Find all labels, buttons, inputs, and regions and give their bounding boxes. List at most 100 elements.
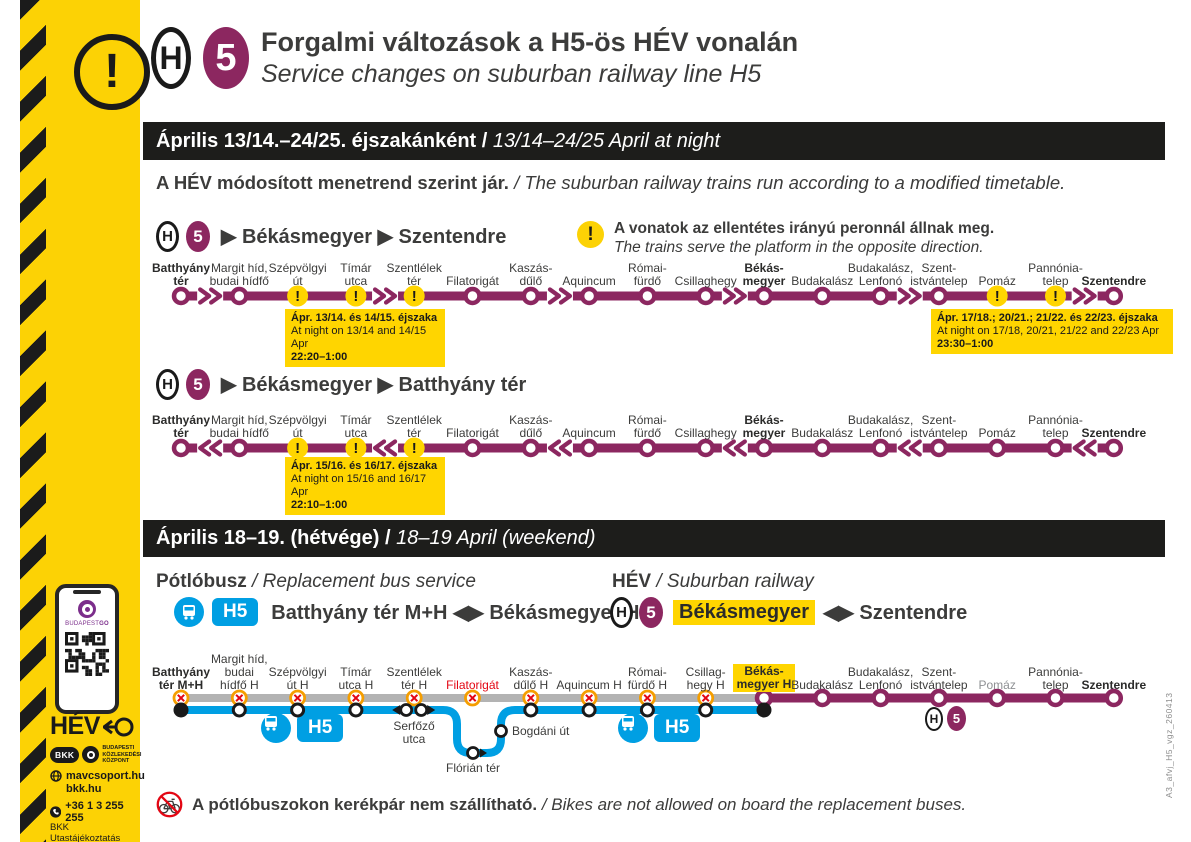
svg-text:!: ! [295,288,300,305]
bus-icon [261,713,291,743]
page-title: Forgalmi változások a H5-ös HÉV vonalán [261,27,799,57]
station-label: Pomáz [978,274,1016,288]
print-code: A3_afvj_H5_vgz_260413 [1164,692,1174,799]
bus-stop-dot [466,746,480,760]
weekend-diagram: H5 H5 H 5 Serfőző utca Flórián tér Bogdán… [143,636,1165,786]
date-bar-night: Április 13/14.–24/25. éjszakánként / 13/… [143,122,1165,160]
svg-text:!: ! [353,440,358,457]
date-bar-night-hu: Április 13/14.–24/25. éjszakánként / [156,129,493,152]
route-diagram-southbound: !!! Batthyány tér Margit híd, budai hídfő Szé… [143,404,1165,464]
station-label: Pannónia-telep [1028,413,1083,440]
bus-stop-dot [414,703,429,717]
station-label: Szentendre [1081,274,1147,288]
station-label: Batthyány tér [151,261,210,288]
hev-logo: HÉV [50,712,135,741]
station-label: Csillaghegy [674,274,737,288]
header: H 5 Forgalmi változások a H5-ös HÉV vona… [151,26,798,90]
direction-chevron [1072,439,1086,457]
hev-line-icon: H [151,27,191,89]
station-label: Pannónia-telep [1028,261,1083,288]
direction-chevron [1083,439,1097,457]
hev-line-icon: H [156,369,179,400]
svg-text:!: ! [353,288,358,305]
direction-chevron [908,439,922,457]
station-label: Kaszás-dűlő [509,261,553,288]
station-dot [754,286,774,306]
bkk-logo: BKK BUDAPESTI KÖZLEKEDÉSI KÖZPONT [50,745,141,765]
arrow-right [480,748,487,758]
direction-chevron [558,439,573,457]
phone-icon [50,806,62,818]
direction-chevron [372,439,387,457]
highlighted-terminus: Békásmegyer [673,600,816,625]
station-dot [1046,688,1065,708]
station-label: Margit híd, budai hídfő [209,413,269,440]
direction-chevron [733,287,747,305]
station-dot [871,286,890,306]
station-label: Margit híd, budai hídfő H [210,652,268,692]
direction-chevron [209,439,223,457]
alert-exclamation-icon: ! [74,34,150,110]
warning-station-dot [287,285,309,307]
svg-text:!: ! [295,440,300,457]
bus-badge-group-2: H5 [618,713,701,743]
replacement-bus-route: H5 Batthyány tér M+H ◀▶ Békásmegyer H [174,597,639,627]
date-bar-weekend: Április 18–19. (hétvége) / 18–19 April (… [143,520,1165,557]
station-dot [929,438,949,458]
station-label: Pomáz [978,678,1016,692]
stop-label-florian: Flórián tér [445,761,501,775]
bus-stop-dot [399,703,414,717]
bus-route-text: Batthyány tér M+H ◀▶ Békásmegyer H [271,601,640,624]
station-dot [638,286,657,306]
line-5-badge: 5 [639,597,663,628]
hev-line-icon: H [610,597,633,628]
service-note-2: Ápr. 17/18.; 20/21.; 21/22. és 22/23. éj… [931,309,1173,354]
service-note-1: Ápr. 13/14. és 14/15. éjszaka At night on… [285,309,445,367]
station-label: Szépvölgyi út [268,413,327,440]
arrow-right [427,705,436,715]
station-label: Szentlélek tér [386,261,442,288]
station-label: Békás-megyer [742,261,786,288]
direction-chevron [372,287,387,305]
station-label: Aquincum H [556,678,622,692]
station-label: Filatorigát [446,426,499,440]
station-label: Békás-megyer H [726,644,802,692]
station-label: Szentlélek tér [386,413,442,440]
station-dot [463,286,482,306]
station-label: Kaszás-dűlő [509,413,553,440]
hev-line-icon: H [925,706,943,731]
svg-text:!: ! [412,440,417,457]
station-dot [929,286,949,306]
direction-chevron [198,439,212,457]
station-label: Római-fürdő [628,413,667,440]
platform-warning: ! A vonatok az ellentétes irányú peronná… [577,219,994,257]
station-dot [521,438,541,458]
contact-web: mavcsoport.hu bkk.hu [50,770,145,795]
direction-chevron [908,287,922,305]
website-mav: mavcsoport.hu [66,770,145,782]
platform-warning-en: The trains serve the platform in the opp… [614,239,984,256]
station-label: Szentlélek tér H [386,665,442,692]
hev-heading: HÉV / Suburban railway [612,571,814,592]
warning-station-dot [986,285,1008,307]
replacement-bus-heading: Pótlóbusz / Replacement bus service [156,571,476,592]
page-subtitle: Service changes on suburban railway line… [261,60,762,88]
main-content: H 5 Forgalmi változások a H5-ös HÉV vona… [143,0,1173,842]
direction-chevron [383,287,398,305]
bus-icon [618,713,648,743]
bus-stop-dot [698,702,714,718]
station-dot [1104,438,1124,458]
svg-text:!: ! [1053,288,1058,305]
service-note-3: Ápr. 15/16. és 16/17. éjszaka At night on… [285,457,445,515]
platform-warning-hu: A vonatok az ellentétes irányú peronnál … [614,220,995,237]
direction-chevron [209,287,223,305]
budapestgo-app-icon [78,600,96,618]
direction-chevron [1072,287,1086,305]
bkk-center-label: BUDAPESTI KÖZLEKEDÉSI KÖZPONT [102,745,142,764]
bike-note: A pótlóbuszokon kerékpár nem szállítható… [156,791,966,818]
station-label: Aquincum [562,426,616,440]
hev-line-icon: H [156,221,179,252]
warning-station-dot [1045,285,1066,307]
hev-wing-icon [102,717,134,736]
station-dot [579,286,599,306]
